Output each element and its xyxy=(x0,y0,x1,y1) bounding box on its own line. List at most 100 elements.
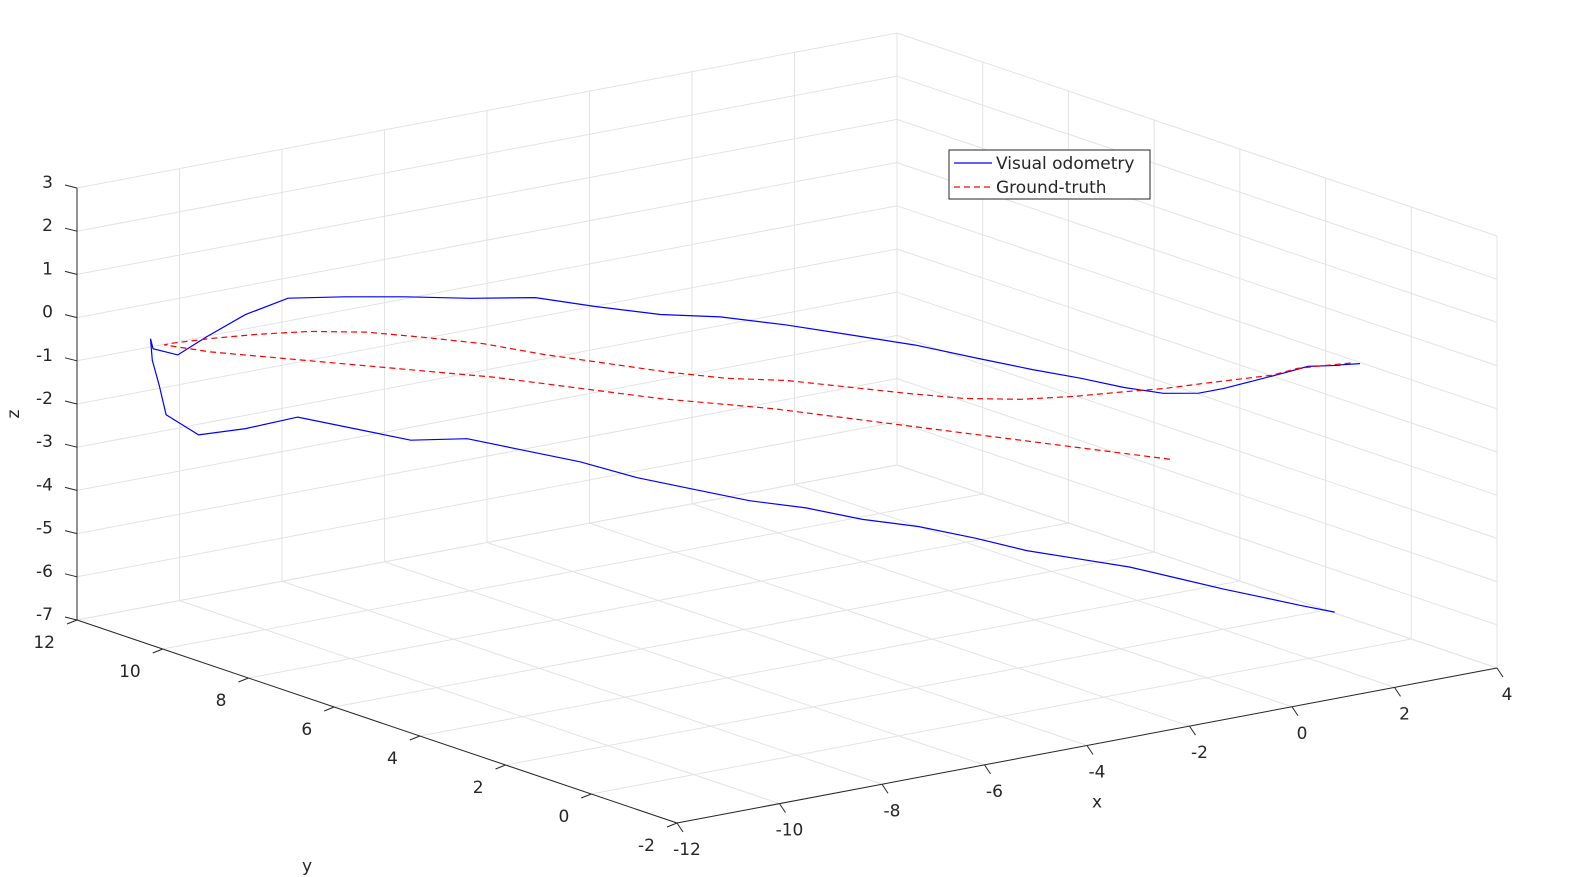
grid-back-z xyxy=(76,162,898,319)
x-tick-mark xyxy=(984,764,991,775)
x-tick-mark xyxy=(1086,745,1094,755)
z-tick-mark xyxy=(64,530,78,535)
grid-floor-y xyxy=(162,493,983,650)
x-tick-mark xyxy=(779,803,786,813)
z-tick-mark xyxy=(64,357,78,362)
grid-floor-y xyxy=(248,522,1069,679)
grid-back-z xyxy=(76,334,898,491)
x-tick-mark xyxy=(676,822,684,833)
grid-back-z xyxy=(76,378,898,535)
legend: Visual odometry Ground-truth xyxy=(948,149,1151,200)
z-tick-label: 3 xyxy=(42,173,53,193)
grid-side-z xyxy=(896,205,1498,410)
grid-side-z xyxy=(896,334,1498,539)
y-tick-label: 10 xyxy=(119,662,141,682)
grid-side-z xyxy=(896,32,1498,237)
z-tick-mark xyxy=(64,443,78,448)
x-tick-label: 4 xyxy=(1502,685,1513,705)
z-tick-mark xyxy=(64,616,78,621)
z-tick-label: 1 xyxy=(42,259,53,279)
x-tick-label: 2 xyxy=(1399,704,1410,724)
z-tick-label: -2 xyxy=(36,389,53,409)
y-tick-mark xyxy=(66,619,78,625)
z-tick-label: -3 xyxy=(36,432,53,452)
series-lines xyxy=(149,296,1361,613)
x-tick-label: -2 xyxy=(1191,743,1208,763)
grid-side-z xyxy=(896,421,1498,626)
y-tick-label: 4 xyxy=(387,749,398,769)
y-tick-mark xyxy=(323,706,335,712)
grid-floor-x xyxy=(281,580,883,785)
legend-box xyxy=(948,149,1151,200)
x-tick-label: -6 xyxy=(986,782,1003,802)
z-tick-mark xyxy=(64,400,78,405)
z-axis-label: z xyxy=(4,409,24,418)
tick-labels: -12-10-8-6-4-2024-2024681012-7-6-5-4-3-2… xyxy=(33,173,1512,860)
x-tick-label: -10 xyxy=(776,821,804,841)
y-axis-label: y xyxy=(302,857,312,877)
y-tick-label: 8 xyxy=(216,691,227,711)
z-tick-mark xyxy=(64,227,78,232)
grid-floor-x xyxy=(794,483,1395,688)
z-tick-mark xyxy=(64,184,78,189)
x-tick-mark xyxy=(1496,667,1504,678)
grid-back-z xyxy=(76,32,898,189)
grid-floor-x xyxy=(691,503,1293,708)
grid-back-z xyxy=(76,421,898,578)
grid-floor-y xyxy=(334,551,1155,708)
axes xyxy=(64,184,1504,833)
grid-back-z xyxy=(76,291,898,448)
z-tick-label: -6 xyxy=(36,562,53,582)
grid-side-z xyxy=(896,464,1498,669)
grid-side-z xyxy=(896,75,1498,280)
x-tick-label: 0 xyxy=(1297,724,1308,744)
z-tick-mark xyxy=(64,573,78,578)
x-tick-label: -4 xyxy=(1089,763,1106,783)
grid-back-z xyxy=(76,118,898,275)
y-tick-mark xyxy=(152,648,163,654)
grid-floor-y xyxy=(419,580,1240,737)
y-tick-label: 6 xyxy=(301,720,312,740)
z-tick-label: -4 xyxy=(36,475,53,495)
grid-floor-y xyxy=(591,638,1412,795)
grid-back-z xyxy=(76,205,898,362)
legend-entry-ground-truth: Ground-truth xyxy=(996,178,1107,198)
y-tick-label: 0 xyxy=(558,807,569,827)
grid-side-z xyxy=(896,248,1498,453)
x-tick-mark xyxy=(881,783,889,794)
z-tick-label: -5 xyxy=(36,519,53,539)
legend-entry-visual-odometry: Visual odometry xyxy=(996,154,1134,174)
x-tick-label: -12 xyxy=(673,840,701,860)
z-tick-label: 0 xyxy=(42,303,53,323)
grid-floor-x xyxy=(179,600,780,805)
z-tick-mark xyxy=(64,314,78,319)
grid-floor-x xyxy=(384,561,985,766)
y-tick-mark xyxy=(409,735,421,741)
x-tick-mark xyxy=(1189,725,1196,736)
z-tick-label: -7 xyxy=(36,605,53,625)
y-axis-line xyxy=(76,619,678,824)
x-axis-label: x xyxy=(1092,793,1102,813)
grid-back-z xyxy=(76,75,898,232)
grid-floor-y xyxy=(505,609,1326,766)
x-tick-mark xyxy=(1291,706,1299,717)
series-line-ground-truth xyxy=(164,330,1351,460)
x-tick-mark xyxy=(1394,687,1401,697)
y-tick-mark xyxy=(495,764,506,770)
y-tick-mark xyxy=(238,677,249,683)
y-tick-label: -2 xyxy=(638,836,655,856)
grid-back-z xyxy=(76,464,898,621)
grid-floor-x xyxy=(589,522,1190,727)
z-tick-mark xyxy=(64,486,78,491)
grid-lines xyxy=(76,32,1498,824)
z-tick-mark xyxy=(64,270,78,275)
series-line-visual-odometry xyxy=(149,296,1361,613)
z-tick-label: 2 xyxy=(42,216,53,236)
x-tick-label: -8 xyxy=(884,801,901,821)
grid-back-z xyxy=(76,248,898,405)
y-tick-label: 2 xyxy=(473,778,484,798)
y-tick-mark xyxy=(666,822,678,828)
y-tick-label: 12 xyxy=(33,633,55,653)
y-tick-mark xyxy=(581,793,592,799)
